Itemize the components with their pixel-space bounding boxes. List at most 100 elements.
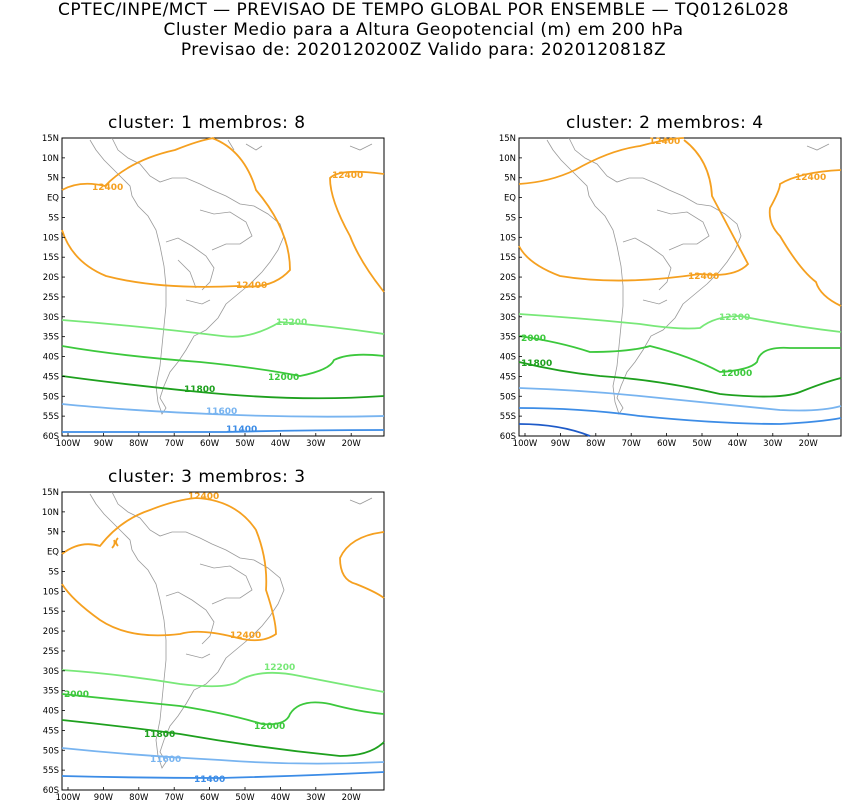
panel-1-lat-tick: 15N — [42, 134, 59, 144]
panel-3-label-i: 11400 — [194, 775, 225, 785]
panel-2-lat-tick: 40S — [500, 353, 516, 363]
panel-3-lat-tick: 15N — [42, 488, 59, 498]
panel-1-label-e: 12000 — [268, 373, 299, 383]
panel-3-lon-tick: 50W — [235, 793, 255, 803]
panel-3-lon-tick: 100W — [56, 793, 81, 803]
panel-3-lat-tick: EQ — [47, 548, 59, 558]
header-line-1: CPTEC/INPE/MCT — PREVISAO DE TEMPO GLOBA… — [58, 0, 789, 20]
panel-1-coastline — [89, 137, 373, 415]
panel-1-label-a: 12400 — [92, 183, 123, 193]
panel-3-lat-tick: 20S — [43, 627, 59, 637]
panel-2-lon-tick: 20W — [799, 439, 819, 449]
panel-2-label-a: 12400 — [649, 137, 680, 147]
panel-3-lat-tick: 50S — [43, 746, 59, 756]
panel-2-label-d: 12200 — [719, 313, 750, 323]
panel-1-lat-tick: 20S — [43, 273, 59, 283]
panel-1-lon-tick: 50W — [235, 439, 255, 449]
panel-1-map: 12400 12400 12400 12200 12000 11800 1160… — [61, 137, 385, 437]
panel-2-lat-tick: 55S — [500, 412, 516, 422]
panel-3-label-h: 11600 — [150, 755, 181, 765]
panel-3-label-g: 11800 — [144, 730, 175, 740]
panel-2-label-c: 12400 — [688, 272, 719, 282]
panel-2-lat-tick: 10N — [499, 154, 516, 164]
panel-3-label-f: 12000 — [254, 722, 285, 732]
panel-1-lon-tick: 30W — [306, 439, 326, 449]
panel-3-lon-tick: 40W — [271, 793, 291, 803]
panel-2-lat-tick: 15N — [499, 134, 516, 144]
panel-2-label-b: 12400 — [795, 173, 826, 183]
panel-1-label-h: 11400 — [226, 425, 257, 435]
panel-1-title: cluster: 1 membros: 8 — [108, 113, 306, 133]
panel-2-lon-tick: 30W — [763, 439, 783, 449]
panel-2-lat-tick: 5S — [505, 213, 516, 223]
panel-2-lat-tick: 50S — [500, 392, 516, 402]
panel-3-lon-tick: 70W — [165, 793, 185, 803]
panel-1-lat-tick: 40S — [43, 353, 59, 363]
panel-3-lat-tick: 55S — [43, 766, 59, 776]
panel-2-lon-tick: 50W — [692, 439, 712, 449]
panel-3-lat-tick: 5N — [47, 528, 59, 538]
panel-2-frame — [518, 137, 842, 437]
panel-3-label-a: 12400 — [188, 492, 219, 502]
panel-1-lat-tick: 30S — [43, 313, 59, 323]
panel-3-lon-tick: 30W — [306, 793, 326, 803]
panel-3-lat-tick: 40S — [43, 707, 59, 717]
panel-1-lat-tick: 45S — [43, 372, 59, 382]
panel-1-lat-tick: 15S — [43, 253, 59, 263]
panel-1-lat-tick: 25S — [43, 293, 59, 303]
panel-2-lat-tick: 25S — [500, 293, 516, 303]
panel-2-contour-labels: 12400 12400 12400 12200 2000 12000 11800 — [521, 137, 826, 379]
panel-3-title: cluster: 3 membros: 3 — [108, 467, 306, 487]
panel-2-label-e: 2000 — [521, 334, 546, 344]
panel-1-label-c: 12400 — [236, 281, 267, 291]
panel-3-lat-tick: 30S — [43, 667, 59, 677]
panel-3-lat-tick: 5S — [48, 567, 59, 577]
panel-2-lat-tick: 30S — [500, 313, 516, 323]
panel-1-label-f: 11800 — [184, 385, 215, 395]
panel-3-lat-tick: 10S — [43, 587, 59, 597]
panel-3-lat-tick: 45S — [43, 726, 59, 736]
panel-2-lat-tick: 35S — [500, 333, 516, 343]
panel-3-label-e: 2000 — [64, 690, 89, 700]
header-line-3: Previsao de: 2020120200Z Valido para: 20… — [180, 40, 667, 60]
panel-1-label-d: 12200 — [276, 318, 307, 328]
panel-3-lat-tick: 35S — [43, 687, 59, 697]
panel-2-lat-tick: 10S — [500, 233, 516, 243]
panel-1-lat-tick: 5N — [47, 174, 59, 184]
panel-2-lat-tick: 20S — [500, 273, 516, 283]
panel-2-lat-tick: 60S — [500, 432, 516, 442]
panel-3-lat-tick: 60S — [43, 786, 59, 796]
panel-2-label-f: 12000 — [721, 369, 752, 379]
panel-2-lon-tick: 40W — [728, 439, 748, 449]
panel-1-lon-tick: 100W — [56, 439, 81, 449]
panel-2-coastline — [546, 137, 830, 415]
panel-1-lat-tick: EQ — [47, 194, 59, 204]
panel-1-contour-labels: 12400 12400 12400 12200 12000 11800 1160… — [92, 171, 363, 435]
panel-3-lon-tick: 60W — [200, 793, 220, 803]
panel-3-lat-tick: 25S — [43, 647, 59, 657]
panel-3-lat-tick: 10N — [42, 508, 59, 518]
panel-3-lon-tick: 20W — [342, 793, 362, 803]
panel-1-lat-tick: 10N — [42, 154, 59, 164]
panel-2-lon-tick: 100W — [513, 439, 538, 449]
panel-3-coastline — [89, 491, 373, 769]
panel-1-lon-tick: 80W — [129, 439, 149, 449]
panel-3-lat-tick: 15S — [43, 607, 59, 617]
panel-2-title: cluster: 2 membros: 4 — [566, 113, 764, 133]
panel-2-lon-tick: 80W — [586, 439, 606, 449]
panel-2-map: 12400 12400 12400 12200 2000 12000 11800 — [518, 137, 842, 437]
panel-1-lat-tick: 5S — [48, 213, 59, 223]
panel-2-lat-tick: 45S — [500, 372, 516, 382]
panel-1-lat-tick: 60S — [43, 432, 59, 442]
header-line-2: Cluster Medio para a Altura Geopotencial… — [163, 20, 684, 40]
panel-1-lat-tick: 35S — [43, 333, 59, 343]
panel-1-lon-tick: 40W — [271, 439, 291, 449]
panel-1-label-g: 11600 — [206, 407, 237, 417]
panel-1-lat-tick: 55S — [43, 412, 59, 422]
panel-1-lat-tick: 50S — [43, 392, 59, 402]
panel-3-frame — [61, 491, 385, 791]
panel-1-lon-tick: 70W — [165, 439, 185, 449]
panel-3-contour-labels: 12400 12400 12200 2000 12000 11800 11600… — [64, 492, 295, 785]
panel-1-lon-tick: 90W — [94, 439, 114, 449]
